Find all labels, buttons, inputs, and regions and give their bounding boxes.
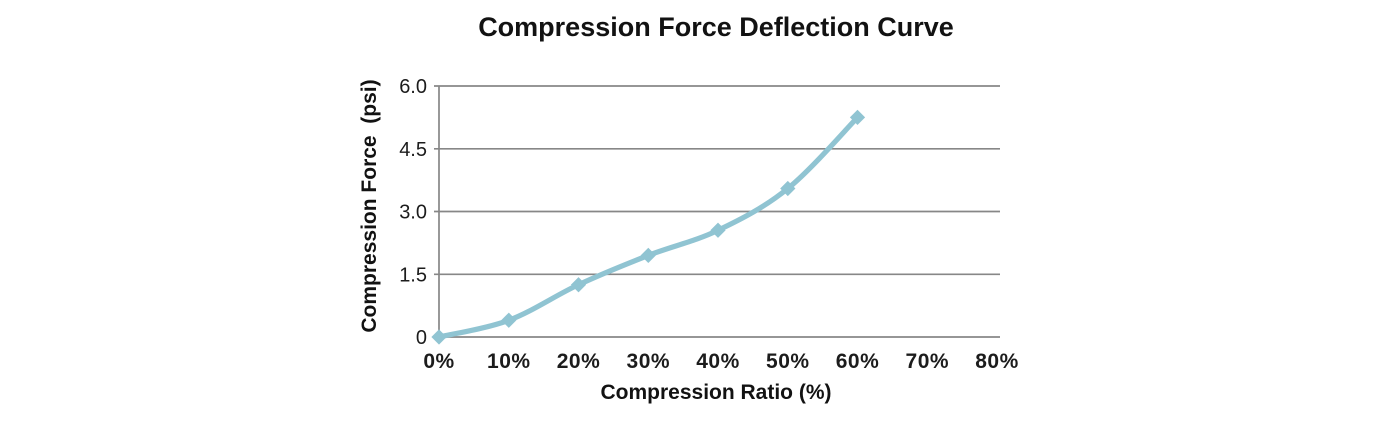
x-tick-label: 10%	[487, 350, 531, 373]
x-tick-label: 50%	[766, 350, 810, 373]
data-point-marker	[640, 247, 656, 264]
x-tick-label: 20%	[557, 350, 601, 373]
y-tick-label: 1.5	[399, 264, 427, 286]
x-tick-label: 0%	[423, 350, 454, 373]
y-tick-label: 4.5	[399, 139, 427, 161]
x-tick-label: 30%	[627, 350, 671, 373]
data-point-marker	[431, 329, 447, 345]
data-point-marker	[710, 222, 726, 238]
data-point-marker	[501, 312, 517, 328]
chart-title: Compression Force Deflection Curve	[478, 12, 954, 42]
x-axis-title: Compression Ratio (%)	[600, 381, 832, 404]
x-tick-label: 70%	[906, 350, 950, 373]
x-tick-label: 60%	[836, 350, 880, 373]
x-tick-label: 40%	[696, 350, 740, 373]
series-line	[436, 114, 861, 340]
y-tick-label: 0	[416, 327, 427, 349]
x-tick-label: 80%	[975, 350, 1019, 373]
y-tick-label: 6.0	[399, 76, 427, 98]
y-tick-label: 3.0	[399, 202, 427, 224]
data-point-marker	[570, 277, 587, 293]
